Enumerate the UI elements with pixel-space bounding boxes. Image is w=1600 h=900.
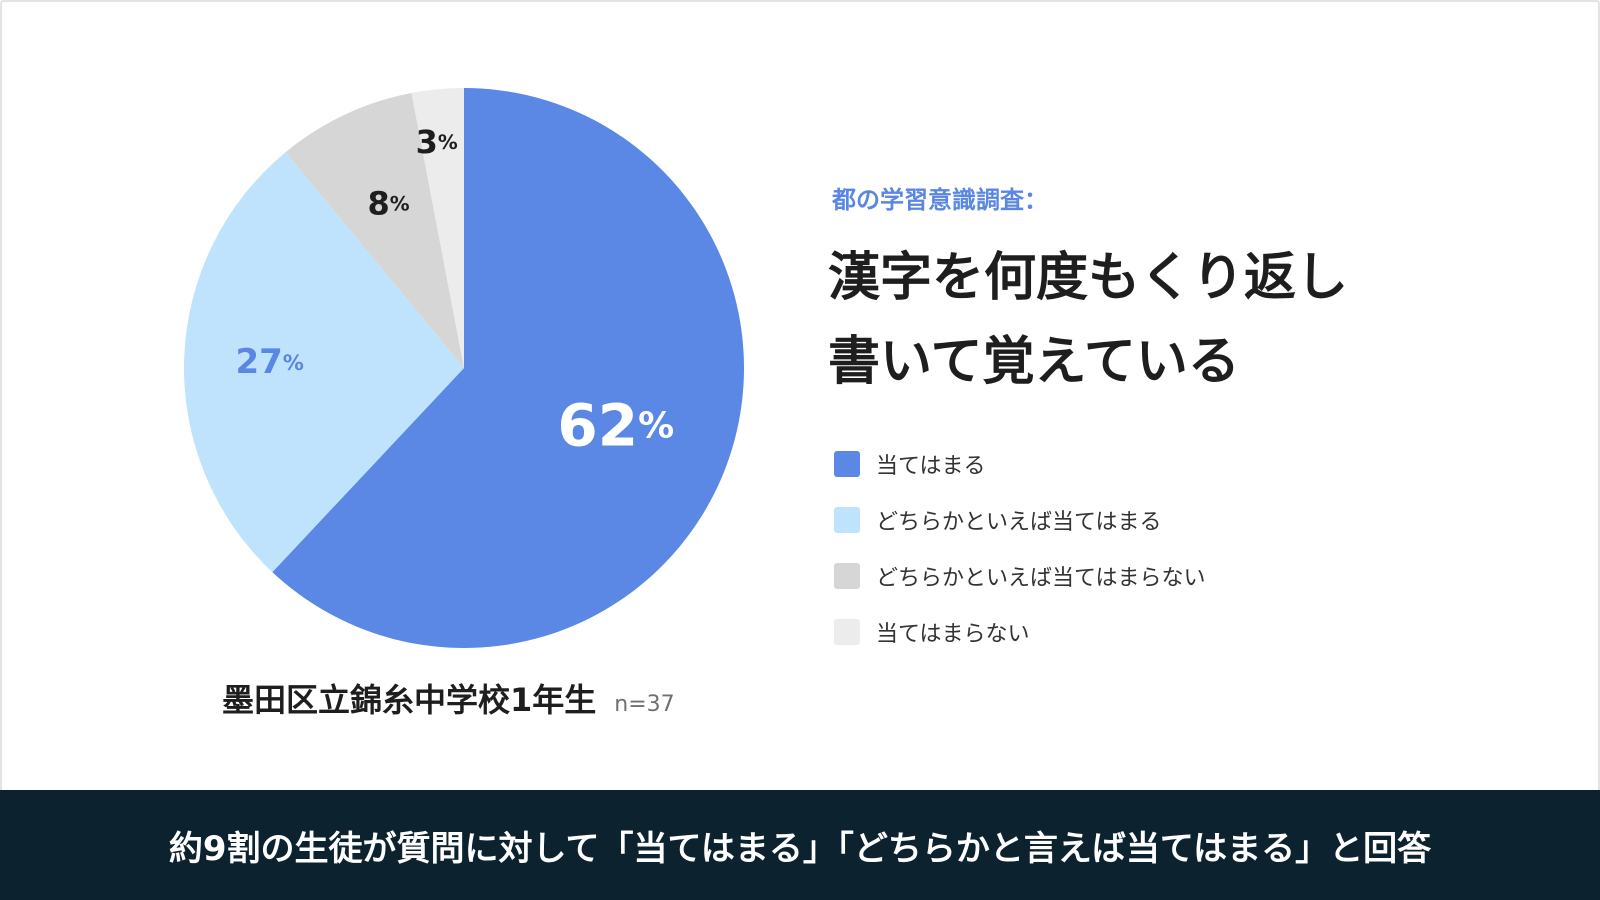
slice-value-label: 62% bbox=[557, 392, 674, 460]
slice-unit: % bbox=[390, 192, 410, 215]
slice-unit: % bbox=[283, 350, 304, 375]
slice-unit: % bbox=[438, 131, 458, 154]
legend-item: どちらかといえば当てはまらない bbox=[834, 548, 1206, 604]
sample-size: n=37 bbox=[614, 692, 675, 717]
slice-value: 8 bbox=[367, 184, 389, 222]
summary-text: 約9割の生徒が質問に対して「当てはまる」「どちらかと言えば当てはまる」と回答 bbox=[168, 828, 1432, 869]
chart-headline: 漢字を何度もくり返し 書いて覚えている bbox=[828, 236, 1548, 404]
legend-label: どちらかといえば当てはまる bbox=[876, 510, 1162, 535]
legend-label: 当てはまる bbox=[876, 454, 986, 479]
slice-unit: % bbox=[638, 405, 674, 446]
slice-value-label: 27% bbox=[235, 342, 303, 382]
slice-value-label: 8% bbox=[367, 184, 409, 222]
legend-label: 当てはまらない bbox=[876, 622, 1030, 647]
legend-item: どちらかといえば当てはまる bbox=[834, 492, 1206, 548]
slice-value-label: 3% bbox=[416, 123, 458, 161]
respondent-caption: 墨田区立錦糸中学校1年生 n=37 bbox=[222, 675, 675, 721]
survey-label: 都の学習意識調査： bbox=[832, 186, 1048, 214]
legend-swatch bbox=[834, 451, 860, 477]
legend-label: どちらかといえば当てはまらない bbox=[876, 566, 1206, 591]
headline-line-2: 書いて覚えている bbox=[828, 332, 1240, 392]
legend: 当てはまる どちらかといえば当てはまる どちらかといえば当てはまらない 当てはま… bbox=[834, 436, 1206, 660]
slice-value: 27 bbox=[235, 342, 282, 382]
legend-item: 当てはまる bbox=[834, 436, 1206, 492]
pie-slice bbox=[411, 88, 464, 368]
pie-chart: 62%27%8%3% bbox=[183, 88, 745, 648]
slice-value: 3 bbox=[416, 123, 438, 161]
pie-slice bbox=[285, 92, 464, 369]
headline-line-1: 漢字を何度もくり返し bbox=[828, 248, 1349, 308]
school-name: 墨田区立錦糸中学校1年生 bbox=[222, 681, 597, 719]
legend-item: 当てはまらない bbox=[834, 604, 1206, 660]
legend-swatch bbox=[834, 619, 860, 645]
pie-slice bbox=[272, 88, 745, 648]
pie-slice bbox=[183, 152, 464, 573]
legend-swatch bbox=[834, 563, 860, 589]
slice-value: 62 bbox=[557, 392, 638, 460]
legend-swatch bbox=[834, 507, 860, 533]
summary-banner: 約9割の生徒が質問に対して「当てはまる」「どちらかと言えば当てはまる」と回答 bbox=[0, 790, 1600, 900]
